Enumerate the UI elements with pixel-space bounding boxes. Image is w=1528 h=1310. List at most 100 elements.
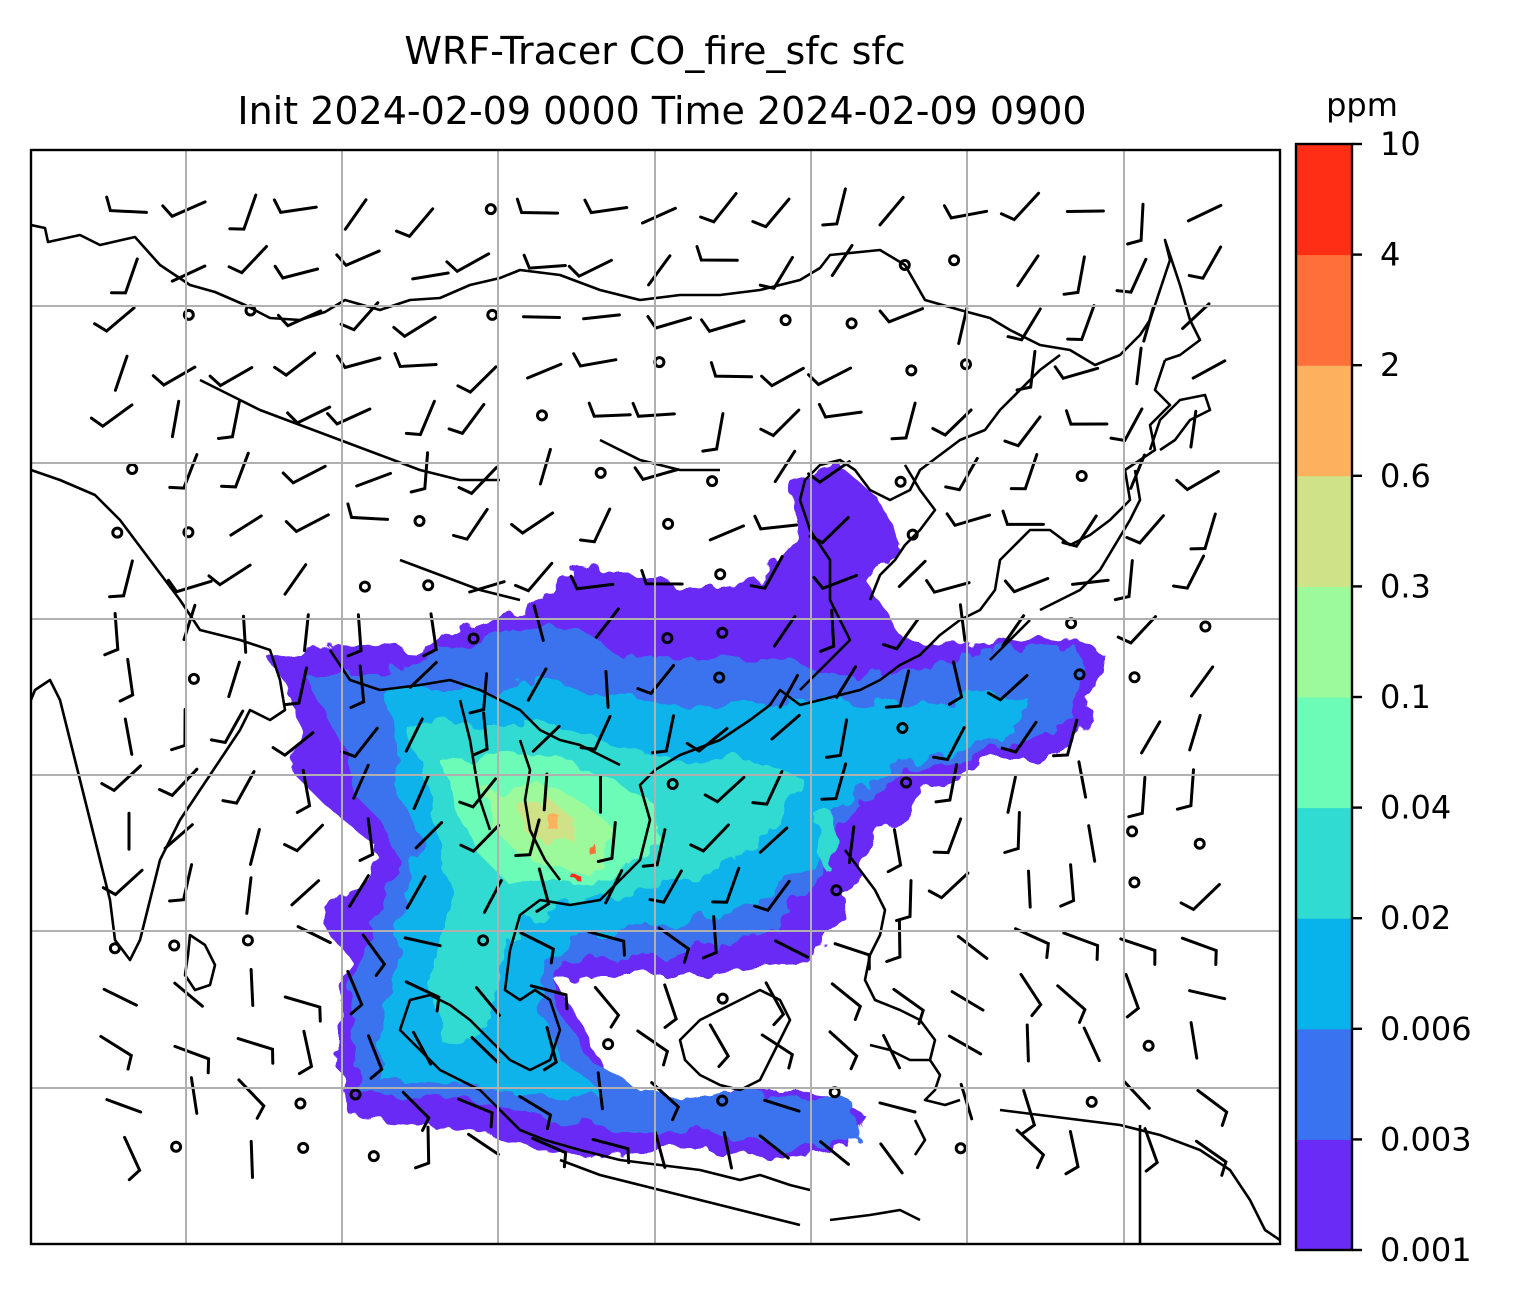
figure-title-line2: Init 2024-02-09 0000 Time 2024-02-09 090… [237,89,1086,133]
wind-barb [1116,615,1157,645]
wind-barb [475,986,501,1017]
wind-barb [468,672,489,715]
wind-barb [1189,512,1217,551]
wind-barb [519,931,555,965]
wind-barb [228,193,258,231]
wind-barb [1064,1130,1080,1176]
wind-barb [349,664,366,709]
wind-barb [895,879,913,923]
wind-barb [700,318,746,333]
wind-barb [641,828,667,868]
wind-barb [271,731,315,758]
wind-barb [751,197,791,229]
wind-barb [1065,409,1109,426]
wind-barb [591,1137,631,1165]
colorbar-tick-label: 0.001 [1380,1231,1472,1269]
wind-barb [151,365,197,387]
colorbar-tick-label: 2 [1380,346,1400,384]
wind-barb [209,709,245,745]
wind-barb [579,507,612,544]
wind-barb [118,657,135,703]
tracer-contour-2 [589,846,598,855]
wind-barb [650,714,675,755]
wind-barb [348,874,370,908]
wind-barb [657,926,691,964]
wind-barb [529,984,569,1011]
calm-wind-marker [367,1150,380,1163]
wind-barb [1189,1021,1199,1060]
wind-barb [1124,972,1141,1019]
wind-barb [594,607,620,639]
wind-barb [168,863,194,903]
wind-barb [819,1140,850,1166]
wind-barb [284,513,330,534]
colorbar-band [1296,1028,1352,1140]
wind-barb [290,879,321,907]
wind-barb [925,579,971,594]
wind-barb [944,456,979,492]
wind-barb [847,825,856,864]
map-frame [29,148,1282,1246]
colorbar-band [1296,254,1352,366]
wind-barb [764,981,786,1027]
calm-wind-marker [905,364,918,377]
wind-barb [414,821,444,850]
wind-barb [286,405,332,425]
calm-wind-marker [906,528,919,541]
wind-barb [1129,453,1146,490]
calm-wind-marker [716,626,729,639]
wind-barb [346,613,363,658]
wind-barb [393,352,438,369]
wind-barb [339,301,380,332]
wind-barb [587,930,626,957]
wind-barb [749,555,784,590]
calm-wind-marker [716,992,729,1005]
wind-barb [596,1071,604,1111]
wind-barb [760,366,805,388]
wind-barb [272,198,318,215]
wind-barb [932,726,966,762]
calm-wind-marker [111,526,124,539]
wind-barb [604,669,610,709]
gridlines [31,150,1280,1244]
wind-barb [640,569,684,586]
calm-wind-marker [297,1141,310,1154]
calm-wind-marker [467,632,480,645]
calm-wind-marker [536,409,548,422]
wind-barb [882,1034,901,1070]
calm-wind-marker [484,203,497,216]
calm-wind-marker [1142,1039,1155,1052]
wind-barb [1115,257,1148,294]
wind-barb [711,866,741,904]
wind-barb [514,818,541,857]
coastline-indochina [398,949,811,1192]
wind-barb [297,1029,314,1076]
wind-barb [1061,514,1098,548]
wind-barb [1189,409,1198,449]
wind-barb [229,514,263,537]
wind-barb [346,969,364,1016]
coastline-sulawesi [913,1059,961,1156]
calm-wind-marker [898,259,911,271]
calm-wind-marker [182,526,195,539]
wind-barb [1053,365,1100,381]
wind-barb [835,665,857,699]
calm-wind-marker [1085,1095,1098,1108]
colorbar-tick-label: 0.006 [1380,1010,1472,1048]
wind-barb [934,763,959,804]
wind-barb [1025,1023,1030,1063]
calm-wind-marker [662,517,675,530]
wind-barb [828,1030,859,1071]
calm-wind-marker [706,475,719,488]
calm-wind-marker [894,475,907,488]
wind-barb [631,401,676,418]
wind-barb [948,660,964,706]
wind-barb [161,200,207,219]
calm-wind-marker [294,1097,307,1110]
wind-barb [931,408,973,437]
wind-barb [273,351,317,377]
wind-barb [1021,1089,1037,1135]
wind-barb [456,365,498,394]
wind-barb [1009,453,1039,491]
wind-barb [958,603,967,642]
